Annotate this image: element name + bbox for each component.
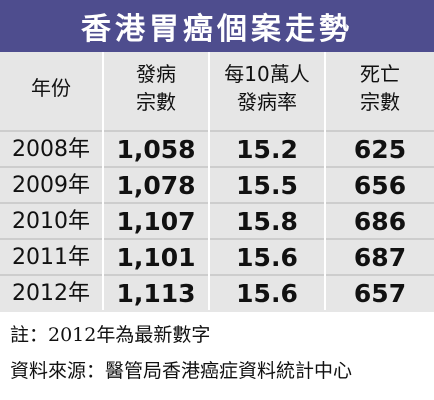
header-deaths: 死亡 宗數 xyxy=(326,60,434,116)
header-rate: 每10萬人 發病率 xyxy=(210,60,324,116)
header-deaths-line-1: 死亡 xyxy=(360,62,400,86)
cases-cell: 1,107 xyxy=(116,207,196,236)
deaths-cell: 625 xyxy=(353,135,407,164)
header-deaths-line-2: 宗數 xyxy=(360,90,400,114)
table-row: 2012年 1,113 15.6 657 xyxy=(0,274,434,312)
header-rate-line-2: 發病率 xyxy=(237,90,297,114)
cases-cell: 1,113 xyxy=(116,279,196,308)
year-cell: 2011年 xyxy=(12,245,90,270)
header-cases: 發病 宗數 xyxy=(104,60,208,116)
rate-cell: 15.6 xyxy=(236,279,298,308)
column-divider xyxy=(208,52,210,310)
source-note: 資料來源：醫管局香港癌症資料統計中心 xyxy=(10,360,353,382)
header-year: 年份 xyxy=(0,74,102,102)
rate-cell: 15.2 xyxy=(236,135,298,164)
column-divider xyxy=(102,52,104,310)
deaths-cell: 657 xyxy=(353,279,407,308)
rate-cell: 15.6 xyxy=(236,243,298,272)
header-cases-line-2: 宗數 xyxy=(136,90,176,114)
table-row: 2010年 1,107 15.8 686 xyxy=(0,202,434,240)
rate-cell: 15.8 xyxy=(236,207,298,236)
year-cell: 2012年 xyxy=(12,281,90,306)
table-row: 2011年 1,101 15.6 687 xyxy=(0,238,434,276)
year-cell: 2010年 xyxy=(12,209,90,234)
header-cases-line-1: 發病 xyxy=(136,62,176,86)
year-cell: 2008年 xyxy=(12,137,90,162)
header-rate-line-1: 每10萬人 xyxy=(224,62,310,86)
cases-cell: 1,058 xyxy=(116,135,196,164)
table-row: 2008年 1,058 15.2 625 xyxy=(0,130,434,168)
cases-cell: 1,101 xyxy=(116,243,196,272)
deaths-cell: 656 xyxy=(353,171,407,200)
footnote: 註：2012年為最新數字 xyxy=(10,324,211,346)
cases-cell: 1,078 xyxy=(116,171,196,200)
deaths-cell: 687 xyxy=(353,243,407,272)
table-header: 年份 發病 宗數 每10萬人 發病率 死亡 宗數 xyxy=(0,52,434,132)
column-divider xyxy=(324,52,326,310)
header-year-line-1: 年份 xyxy=(31,76,71,100)
deaths-cell: 686 xyxy=(353,207,407,236)
table-row: 2009年 1,078 15.5 656 xyxy=(0,166,434,204)
rate-cell: 15.5 xyxy=(236,171,298,200)
title-bar: 香港胃癌個案走勢 xyxy=(0,0,434,52)
year-cell: 2009年 xyxy=(12,173,90,198)
chart-title: 香港胃癌個案走勢 xyxy=(81,12,353,47)
